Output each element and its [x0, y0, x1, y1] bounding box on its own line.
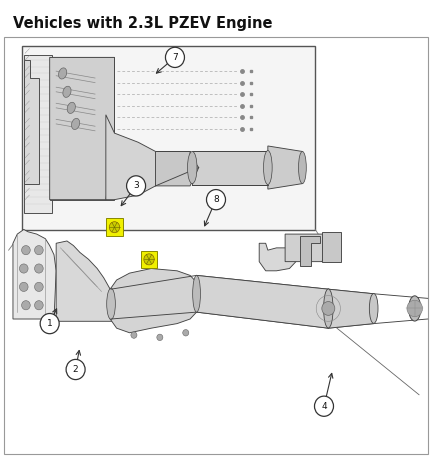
Circle shape	[314, 396, 334, 416]
Text: 3: 3	[133, 181, 139, 190]
Text: 2: 2	[73, 365, 79, 374]
Circle shape	[35, 264, 43, 273]
Polygon shape	[106, 115, 164, 200]
Circle shape	[66, 359, 85, 380]
Circle shape	[183, 330, 189, 336]
Text: 1: 1	[47, 319, 53, 328]
Polygon shape	[259, 243, 296, 271]
Circle shape	[157, 334, 163, 341]
Ellipse shape	[409, 296, 421, 321]
Ellipse shape	[63, 86, 71, 97]
Ellipse shape	[59, 68, 67, 79]
Text: 4: 4	[321, 402, 327, 411]
Polygon shape	[197, 275, 328, 328]
Ellipse shape	[187, 151, 197, 184]
Ellipse shape	[107, 288, 115, 319]
Polygon shape	[156, 151, 199, 186]
Polygon shape	[13, 230, 56, 319]
Text: 7: 7	[172, 53, 178, 62]
Circle shape	[165, 47, 184, 67]
Bar	[106, 218, 123, 236]
Polygon shape	[322, 232, 341, 262]
Circle shape	[35, 246, 43, 255]
Polygon shape	[24, 55, 52, 213]
Bar	[141, 251, 157, 268]
Ellipse shape	[193, 275, 200, 312]
Circle shape	[322, 302, 335, 315]
Polygon shape	[110, 269, 197, 333]
Polygon shape	[285, 234, 326, 262]
Circle shape	[35, 301, 43, 310]
Text: 8: 8	[213, 195, 219, 204]
Circle shape	[35, 282, 43, 291]
Circle shape	[40, 313, 59, 334]
Polygon shape	[50, 57, 114, 200]
Circle shape	[19, 264, 28, 273]
Circle shape	[407, 300, 422, 317]
Polygon shape	[50, 57, 114, 200]
Ellipse shape	[72, 118, 79, 129]
Ellipse shape	[369, 294, 378, 323]
Polygon shape	[24, 60, 39, 184]
Circle shape	[22, 246, 30, 255]
Text: Vehicles with 2.3L PZEV Engine: Vehicles with 2.3L PZEV Engine	[13, 16, 273, 31]
Polygon shape	[300, 236, 320, 266]
Circle shape	[19, 282, 28, 291]
Polygon shape	[268, 146, 302, 189]
Bar	[22, 46, 315, 230]
Circle shape	[22, 301, 30, 310]
Circle shape	[206, 190, 226, 210]
Circle shape	[127, 176, 146, 196]
Ellipse shape	[324, 289, 333, 328]
Ellipse shape	[299, 151, 306, 184]
Ellipse shape	[67, 102, 75, 113]
Polygon shape	[56, 241, 114, 321]
Ellipse shape	[264, 151, 272, 185]
Circle shape	[144, 254, 154, 265]
Circle shape	[109, 222, 120, 233]
Polygon shape	[192, 151, 268, 185]
Polygon shape	[328, 289, 374, 328]
Circle shape	[131, 332, 137, 338]
